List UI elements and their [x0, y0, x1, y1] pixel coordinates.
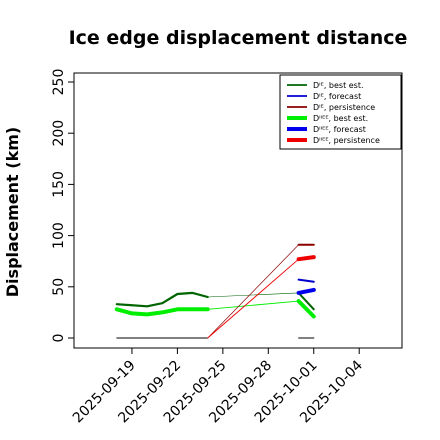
chart-title: Ice edge displacement distance — [69, 27, 408, 49]
legend-label: Dᴵᴱ, persistence — [313, 103, 375, 112]
legend-label: Dᴵᴵᴱᴱ, persistence — [313, 136, 380, 145]
series-line-D_IE_persistence_rise — [207, 244, 299, 339]
y-tick-label: 200 — [51, 120, 67, 147]
y-axis-label: Displacement (km) — [3, 127, 22, 297]
y-tick-label: 150 — [51, 171, 67, 198]
plot-frame — [73, 72, 403, 349]
series-line-D_IE_best_est_end — [297, 291, 315, 311]
series-line-D_IIEE_best_est_extension — [207, 300, 300, 310]
series-line-D_IIEE_persistence — [296, 255, 316, 262]
y-tick-label: 250 — [51, 69, 67, 96]
series-line-D_IE_forecast — [297, 278, 315, 283]
legend-box — [279, 74, 402, 150]
legend-label: Dᴵᴵᴱᴱ, forecast — [313, 125, 366, 134]
legend-label: Dᴵᴱ, forecast — [313, 92, 361, 101]
series-line-D_IIEE_forecast — [296, 287, 316, 295]
series-line-D_IIEE_best_est — [114, 307, 210, 317]
series-line-D_IE_best_est_extension — [207, 292, 299, 298]
legend-label: Dᴵᴵᴱᴱ, best est. — [313, 114, 368, 123]
x-axis: 2025-09-192025-09-222025-09-252025-09-28… — [70, 348, 366, 426]
y-tick-label: 100 — [51, 222, 67, 249]
series-line-D_IIEE_persistence_rise — [207, 258, 300, 339]
y-tick-label: 50 — [51, 278, 67, 296]
series-line-D_IE_best_est — [115, 291, 209, 308]
legend-label: Dᴵᴱ, best est. — [313, 81, 364, 90]
y-axis: 0 50 100 150 200 250 — [51, 69, 74, 343]
series-layer — [114, 243, 316, 339]
y-tick-label: 0 — [51, 334, 67, 343]
legend: Dᴵᴱ, best est. Dᴵᴱ, forecast Dᴵᴱ, persiste… — [279, 74, 402, 150]
series-line-D_IIEE_best_est_end — [296, 299, 316, 319]
